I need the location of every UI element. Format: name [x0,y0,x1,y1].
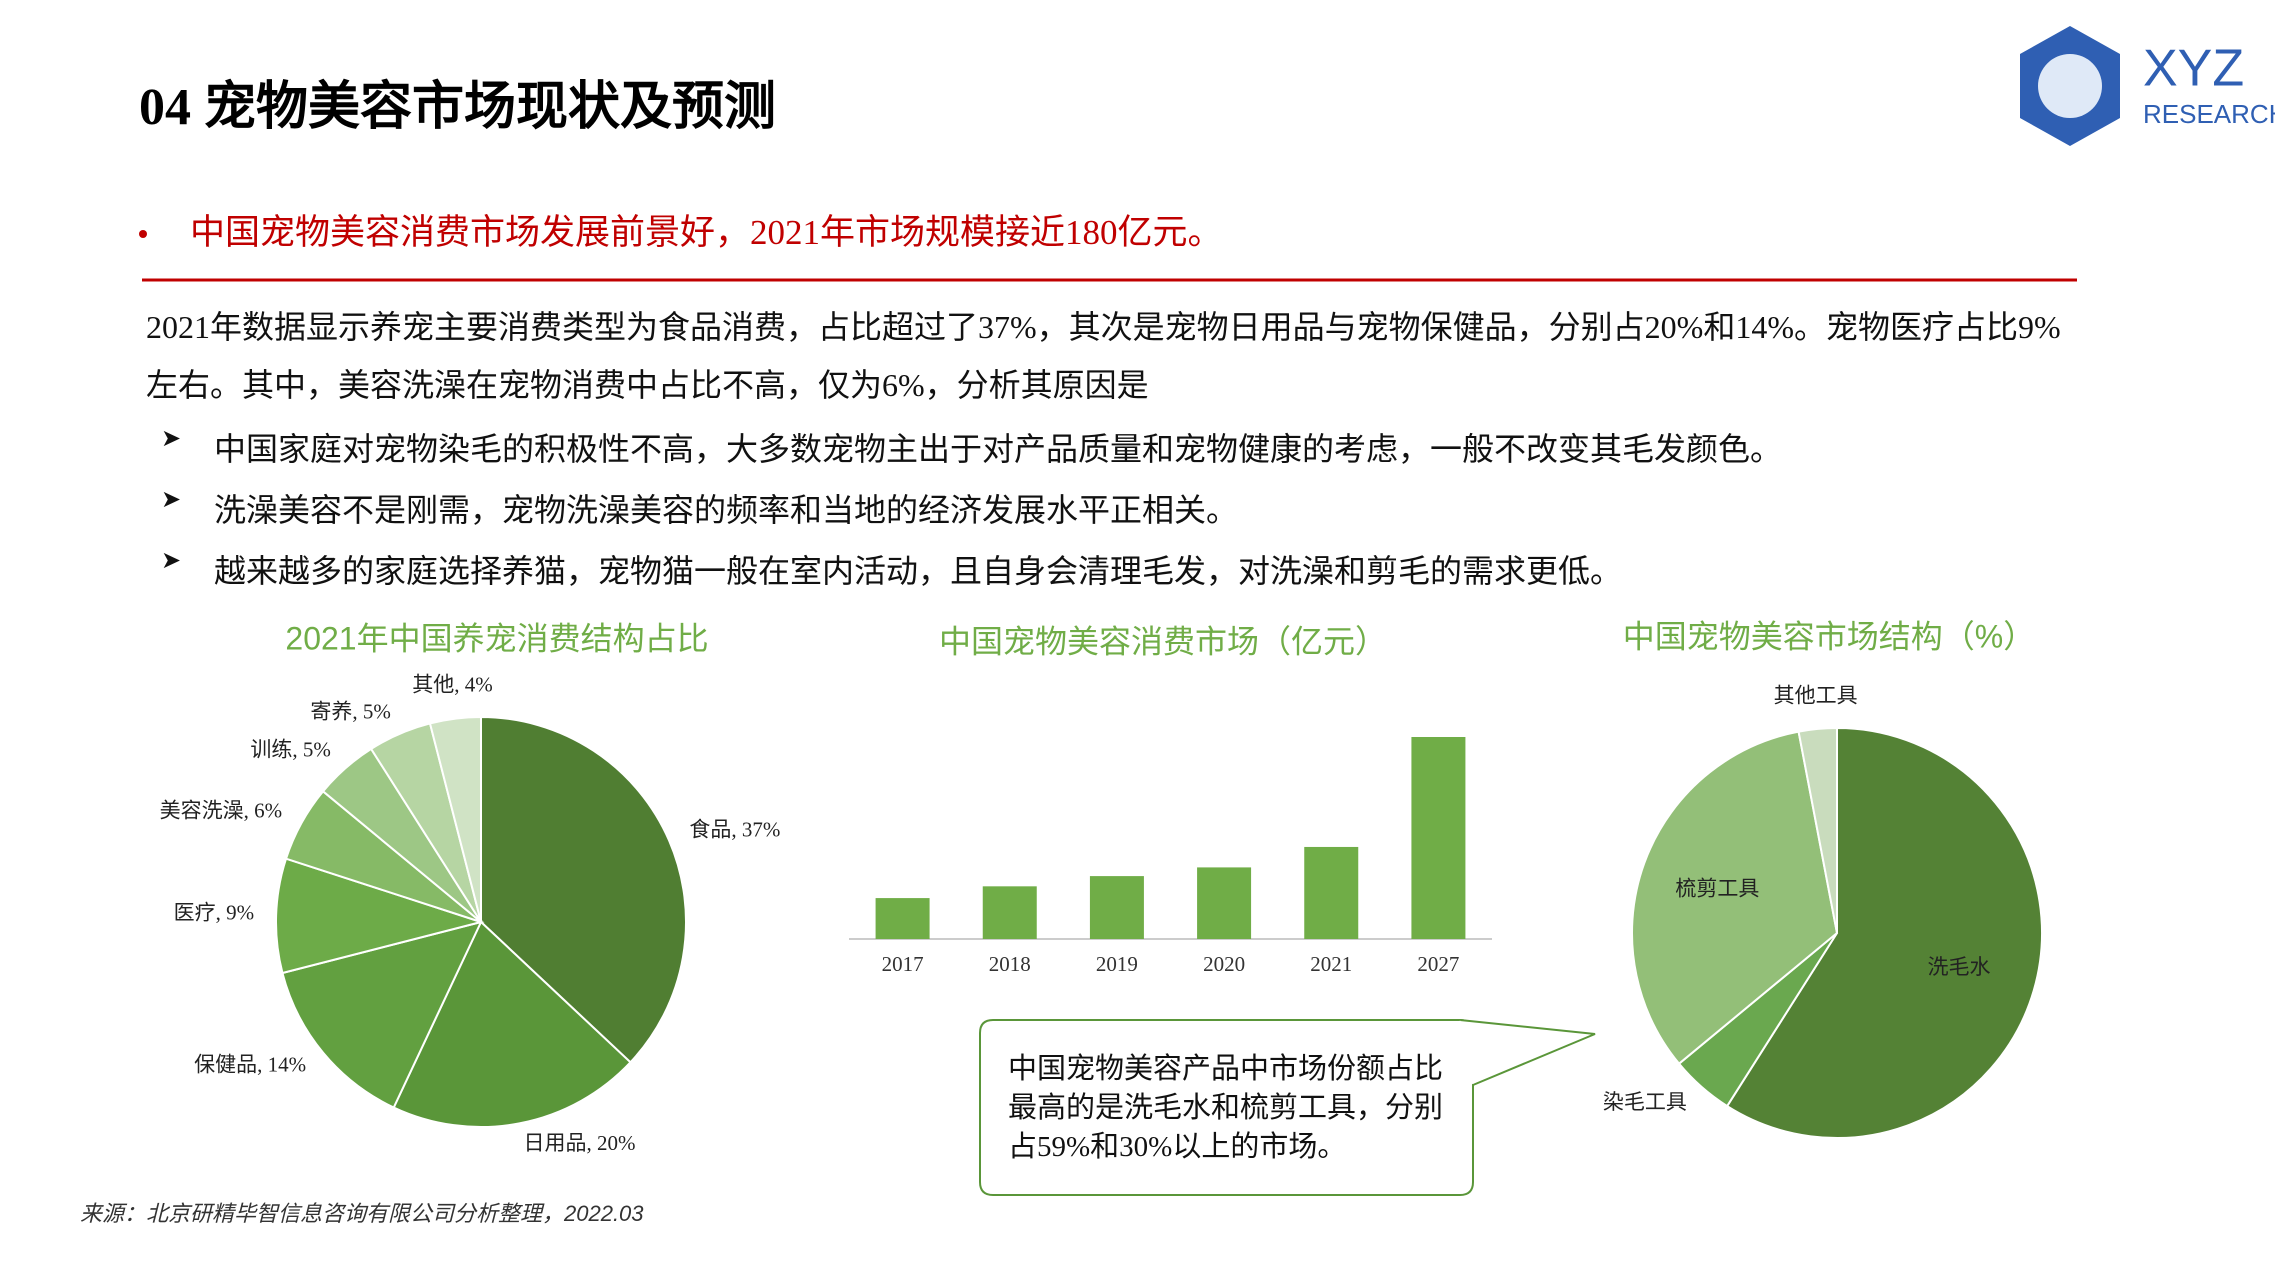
bullet: ➤ 越来越多的家庭选择养猫，宠物猫一般在室内活动，且自身会清理毛发，对洗澡和剪毛的… [161,546,2061,592]
x-tick-label: 2021 [1310,952,1352,976]
bullet-arrow: ➤ [161,426,182,452]
callout-text: 中国宠物美容产品中市场份额占比最高的是洗毛水和梳剪工具，分别占59%和30%以上… [1008,1053,1444,1163]
slice-label: 洗毛水 [1928,956,1991,979]
bar [1089,876,1144,939]
bullet-arrow: ➤ [161,548,182,574]
bullet: ➤ 洗澡美容不是刚需，宠物洗澡美容的频率和当地的经济发展水平正相关。 [161,485,2061,531]
bullet-text: 中国家庭对宠物染毛的积极性不高，大多数宠物主出于对产品质量和宠物健康的考虑，一般… [214,431,1783,467]
slice-label: 训练, 5% [250,738,331,762]
pie-slice [428,715,482,923]
slice-label: 美容洗澡, 6% [160,798,283,822]
bullet-dot [139,230,147,238]
pie-slice [281,920,483,1109]
slice-label: 医疗, 9% [174,901,255,925]
bullet-arrow: ➤ [161,487,182,513]
headline: 中国宠物美容消费市场发展前景好，2021年市场规模接近180亿元。 [190,213,1223,252]
chart-title: 2021年中国养宠消费结构占比 [285,620,708,656]
bar [1197,867,1252,939]
x-tick-label: 2019 [1096,952,1138,976]
bar [1411,737,1466,939]
pie-slice [392,920,632,1128]
slice-label: 其他, 4% [412,673,493,697]
slice-label: 寄养, 5% [310,699,391,723]
x-tick-label: 2018 [989,952,1031,976]
pie-slice [275,857,485,975]
x-tick-label: 2020 [1203,952,1245,976]
chart-title: 中国宠物美容市场结构（%） [1623,618,2035,654]
bar [875,898,930,939]
logo: XYZ RESEARCH [2020,26,2275,146]
pie-slice [1797,726,1838,934]
pie-slice [1630,730,1839,1066]
paragraph: 2021年数据显示养宠主要消费类型为食品消费，占比超过了37%，其次是宠物日用品… [146,309,2061,403]
slice-label: 日用品, 20% [524,1131,636,1155]
slice-label: 其他工具 [1774,685,1858,708]
title: 04 宠物美容市场现状及预测 [139,78,776,136]
bar [982,886,1037,939]
bullet-text: 洗澡美容不是刚需，宠物洗澡美容的频率和当地的经济发展水平正相关。 [214,492,1239,528]
callout-pointer [1459,1019,1596,1086]
logo-globe [2038,54,2102,118]
bullet-text: 越来越多的家庭选择养猫，宠物猫一般在室内活动，且自身会清理毛发，对洗澡和剪毛的需… [214,553,1623,589]
slice-label: 染毛工具 [1603,1091,1687,1114]
chart-title: 中国宠物美容消费市场（亿元） [939,623,1387,659]
slice-label: 食品, 37% [689,818,780,842]
slice-label: 保健品, 14% [194,1053,306,1077]
pie-slice [1725,726,2043,1139]
slice-label: 梳剪工具 [1675,877,1759,900]
source: 来源：北京研精毕智信息咨询有限公司分析整理，2022.03 [80,1201,644,1226]
bar [1304,846,1359,939]
x-tick-label: 2027 [1417,952,1459,976]
logo-text: XYZ [2143,40,2244,98]
x-tick-label: 2017 [882,952,924,976]
logo-subtext: RESEARCH [2143,99,2275,129]
pie-slice [480,715,687,1064]
callout-joint [1457,1020,1474,1085]
bullet: ➤ 中国家庭对宠物染毛的积极性不高，大多数宠物主出于对产品质量和宠物健康的考虑，一… [161,424,2061,470]
